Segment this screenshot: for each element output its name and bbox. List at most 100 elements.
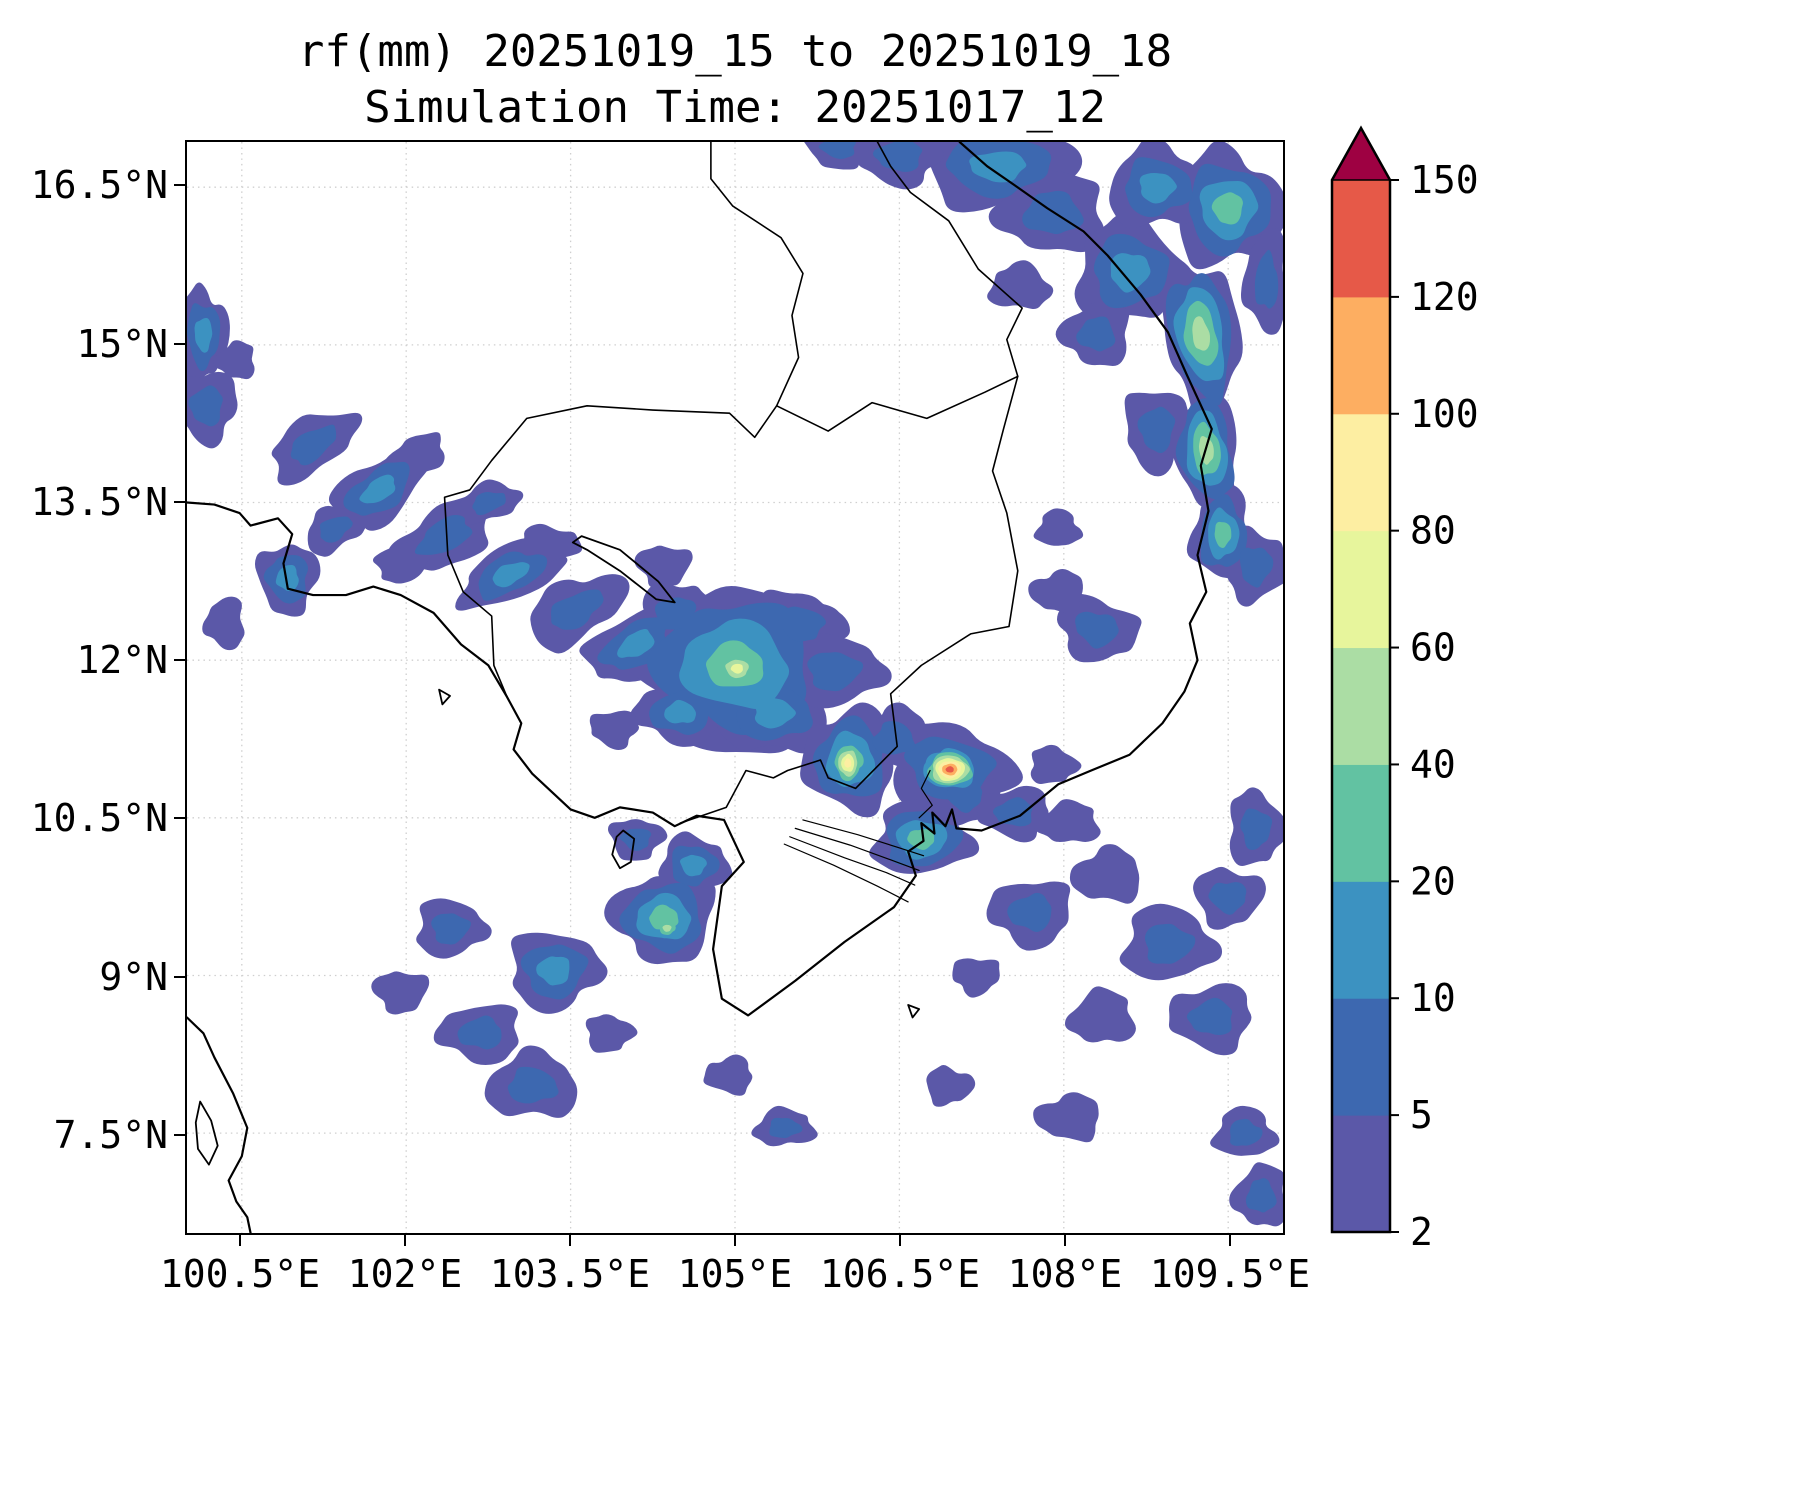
rain-contour (1069, 844, 1140, 904)
rain-contour (769, 1117, 803, 1139)
rain-contour (585, 1014, 638, 1053)
x-tick-mark (569, 1235, 571, 1246)
rain-contour (359, 474, 396, 504)
rain-contour (492, 562, 530, 588)
coastline (187, 142, 1213, 1017)
map-plot (185, 140, 1285, 1235)
river-line (918, 769, 933, 819)
colorbar-segment (1332, 764, 1390, 882)
x-tick-label: 100.5°E (159, 1252, 321, 1296)
colorbar-segment (1332, 180, 1390, 298)
colorbar-tick-label: 10 (1410, 976, 1456, 1020)
rain-contour (945, 766, 954, 773)
river-line (783, 843, 909, 903)
rain-contour (1064, 986, 1136, 1043)
x-tick-label: 106.5°E (819, 1252, 981, 1296)
rain-contour (730, 663, 743, 674)
rain-contour (1144, 923, 1196, 964)
x-tick-label: 108°E (1007, 1252, 1123, 1296)
y-tick-mark (174, 184, 185, 187)
rain-contour (550, 589, 604, 630)
rain-contour (472, 491, 506, 516)
rain-contour (703, 1054, 753, 1096)
country-border (775, 375, 1019, 432)
rain-contour (1033, 1092, 1099, 1143)
rain-contour (194, 317, 213, 353)
y-tick-label: 9°N (99, 954, 168, 999)
colorbar-outline (1330, 125, 1392, 1234)
rain-contour (1033, 508, 1084, 546)
y-tick-mark (174, 342, 185, 345)
rain-contour (993, 797, 1033, 827)
island-outline (571, 535, 676, 604)
rain-contour (946, 783, 983, 813)
colorbar-tick-label: 2 (1410, 1210, 1433, 1254)
country-border (679, 375, 1019, 824)
river-line (802, 819, 925, 857)
colorbar-segment (1332, 647, 1390, 765)
country-border (876, 142, 1023, 378)
rain-contour (275, 565, 299, 591)
chart-subtitle: Simulation Time: 20251017_12 (364, 82, 1106, 133)
y-tick-mark (174, 500, 185, 503)
rain-contour (1186, 997, 1233, 1036)
island-outline (907, 1004, 921, 1019)
rain-contour (952, 958, 1000, 998)
y-tick-label: 16.5°N (30, 163, 168, 208)
y-tick-mark (174, 1133, 185, 1136)
river-line (794, 827, 920, 872)
rain-contour (1075, 611, 1119, 649)
x-tick-mark (1229, 1235, 1231, 1246)
rain-contour (1214, 521, 1232, 549)
rain-contour (873, 142, 923, 173)
rain-contour (1030, 744, 1082, 784)
rain-contour (664, 699, 697, 724)
rain-contour (1192, 316, 1210, 351)
chart-title: rf(mm) 20251019_15 to 20251019_18 (297, 26, 1173, 77)
rain-contour (1254, 249, 1279, 309)
colorbar-tick-label: 80 (1410, 509, 1456, 553)
island-outline (611, 829, 636, 870)
x-tick-mark (1064, 1235, 1066, 1246)
rain-contour (202, 596, 245, 651)
rain-contour (872, 721, 916, 755)
x-tick-label: 102°E (347, 1252, 463, 1296)
rain-contour (634, 545, 693, 589)
rain-contour (1139, 172, 1177, 204)
colorbar-tick-label: 40 (1410, 742, 1456, 786)
rainfall-contours (187, 142, 1283, 1227)
rainfall-map (187, 142, 1283, 1233)
rain-contour (1137, 406, 1176, 454)
island-outline (438, 688, 451, 706)
x-tick-mark (734, 1235, 736, 1246)
colorbar-segment (1332, 998, 1390, 1116)
y-tick-label: 13.5°N (30, 479, 168, 524)
rain-contour (818, 142, 856, 159)
x-tick-label: 105°E (677, 1252, 793, 1296)
rain-contour (290, 424, 337, 466)
rain-contour (457, 1015, 502, 1050)
colorbar: 2 5 10 20 40 60 80 100 120 150 (1330, 125, 1479, 1254)
colorbar-tick-label: 100 (1410, 392, 1479, 436)
x-tick-label: 109.5°E (1149, 1252, 1311, 1296)
colorbar-segment (1332, 881, 1390, 999)
rain-contour (617, 628, 655, 658)
x-tick-mark (239, 1235, 241, 1246)
rain-contour (1211, 192, 1243, 225)
y-tick-mark (174, 975, 185, 978)
x-tick-mark (899, 1235, 901, 1246)
rain-contour (1240, 808, 1273, 850)
rain-contour (589, 710, 640, 751)
rain-contour (371, 971, 430, 1015)
y-tick-mark (174, 817, 185, 820)
colorbar-segment (1332, 530, 1390, 649)
rain-contour (1239, 547, 1274, 588)
colorbar-tick-label: 60 (1410, 626, 1456, 670)
rain-contour (188, 385, 223, 427)
colorbar-segment (1332, 296, 1390, 415)
rain-contour (507, 1066, 559, 1104)
rain-contour (1028, 568, 1083, 615)
country-border (443, 142, 804, 698)
rain-contour (926, 1065, 976, 1107)
